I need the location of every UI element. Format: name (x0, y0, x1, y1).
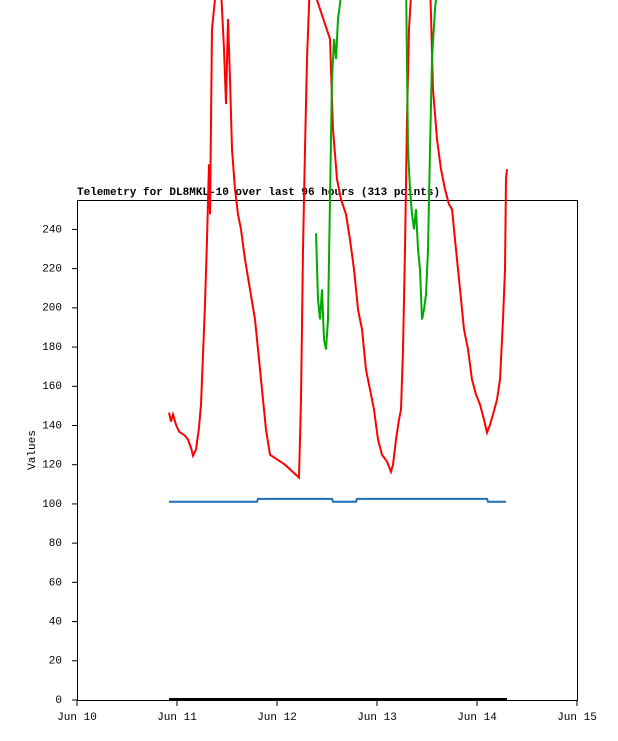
y-tick-label: 100 (42, 499, 62, 511)
y-tick-label: 180 (42, 342, 62, 354)
series-line (169, 497, 506, 503)
y-tick-label: 220 (42, 264, 62, 276)
y-tick-label: 140 (42, 420, 62, 432)
series-line (405, 0, 437, 320)
y-tick-label: 40 (49, 616, 62, 628)
x-tick-label: Jun 15 (557, 712, 597, 724)
series-line (168, 0, 508, 480)
y-tick-label: 120 (42, 460, 62, 472)
y-tick-label: 80 (49, 538, 62, 550)
x-tick-label: Jun 13 (357, 712, 397, 724)
x-tick-label: Jun 11 (157, 712, 197, 724)
plot-frame (77, 200, 578, 701)
x-tick-label: Jun 12 (257, 712, 297, 724)
y-tick-label: 160 (42, 381, 62, 393)
y-tick-label: 0 (55, 695, 62, 707)
y-tick-label: 200 (42, 303, 62, 315)
chart-title: Telemetry for DL8MKL-10 over last 96 hou… (77, 187, 440, 199)
y-tick-label: 20 (49, 656, 62, 668)
y-tick-label: 60 (49, 577, 62, 589)
y-tick-label: 240 (42, 224, 62, 236)
x-tick-label: Jun 10 (57, 712, 97, 724)
series-line (315, 0, 342, 350)
x-tick-label: Jun 14 (457, 712, 497, 724)
y-axis-label: Values (27, 430, 39, 470)
